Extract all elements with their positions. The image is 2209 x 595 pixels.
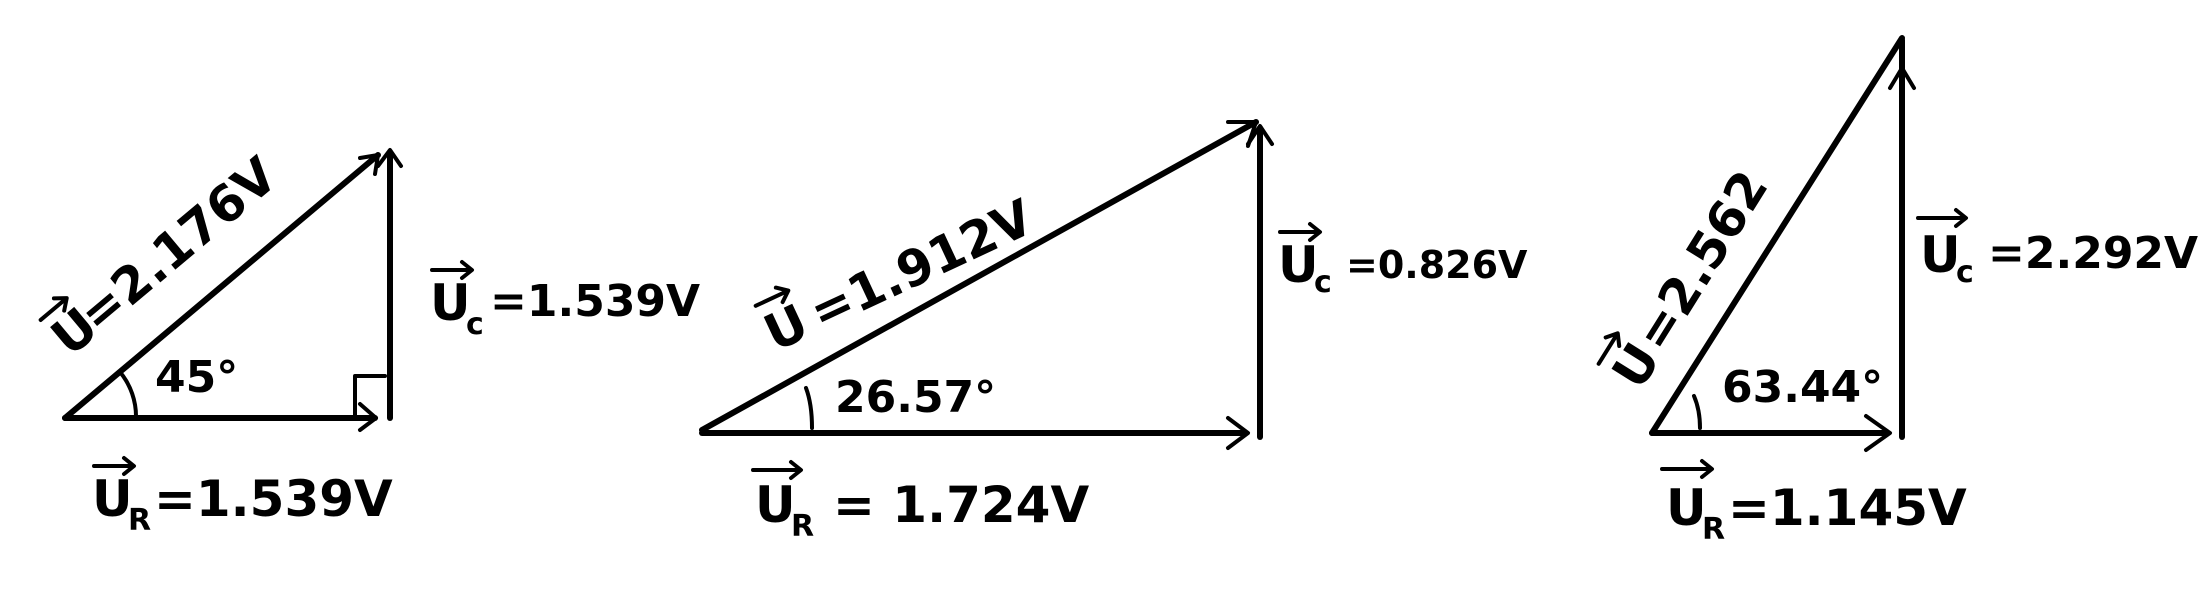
triangle-1-u-label: U =2.176V [38,146,288,367]
svg-text:U: U [1920,226,1961,284]
triangle-1-uc-label: U c =1.539V [430,260,700,342]
triangle-1-ur-arrowhead [358,402,378,432]
triangle-1-u-vector [62,152,381,421]
svg-text:=1.539V: =1.539V [490,276,700,327]
triangle-1-u-arrowhead [358,153,380,176]
triangle-3-uc-arrowhead [1888,66,1916,90]
svg-text:=2.562: =2.562 [1624,161,1779,361]
svg-text:c: c [466,307,484,342]
triangle-3-uc-label: U c =2.292V [1916,208,2198,290]
triangle-1: 45° U =2.176V U R =1.539V U c =1.539V [38,146,700,538]
triangle-1-angle-label: 45° [155,352,238,403]
svg-text:R: R [128,503,151,538]
triangle-1-angle-arc [118,370,139,420]
svg-text:U: U [1666,479,1707,537]
triangle-2-uc-label: U c =0.826V [1278,222,1528,300]
triangle-2-ur-arrowhead [1226,416,1250,450]
triangle-1-right-angle-mark [353,374,387,420]
triangle-3-angle-label: 63.44° [1722,362,1883,413]
svg-text:c: c [1956,255,1974,290]
triangle-1-ur-label: U R =1.539V [92,456,393,538]
svg-text:U: U [92,470,133,528]
svg-text:=0.826V: =0.826V [1346,243,1528,287]
svg-text:=1.912V: =1.912V [801,188,1042,342]
svg-text:R: R [1702,512,1725,547]
svg-text:U: U [1278,236,1319,294]
triangle-3: 63.44° U =2.562 U R =1.145V U c =2.292V [1596,35,2198,547]
triangle-3-ur-arrowhead [1864,414,1892,452]
svg-text:U: U [755,476,796,534]
triangle-3-angle-arc [1692,394,1702,430]
triangle-2-u-arrowhead [1226,120,1258,148]
svg-text:=1.145V: =1.145V [1728,479,1967,537]
triangle-2-u-vector [699,119,1259,433]
triangle-2-ur-label: U R = 1.724V [751,460,1089,544]
triangle-3-u-vector [1649,35,1905,436]
triangle-2-angle-label: 26.57° [835,372,996,423]
svg-text:c: c [1314,265,1332,300]
svg-text:=2.176V: =2.176V [68,146,288,344]
svg-text:R: R [791,509,814,544]
svg-text:U: U [430,274,471,332]
triangle-3-ur-label: U R =1.145V [1660,459,1967,547]
triangle-2-angle-arc [804,386,814,430]
triangle-1-uc-arrowhead [376,148,403,168]
triangle-2-u-label: U =1.912V [753,188,1042,363]
svg-text:=1.539V: =1.539V [154,470,393,528]
svg-text:= 1.724V: = 1.724V [833,476,1089,534]
svg-text:=2.292V: =2.292V [1988,228,2198,279]
triangle-2: 26.57° U =1.912V U R = 1.724V U c =0.826… [699,119,1528,544]
